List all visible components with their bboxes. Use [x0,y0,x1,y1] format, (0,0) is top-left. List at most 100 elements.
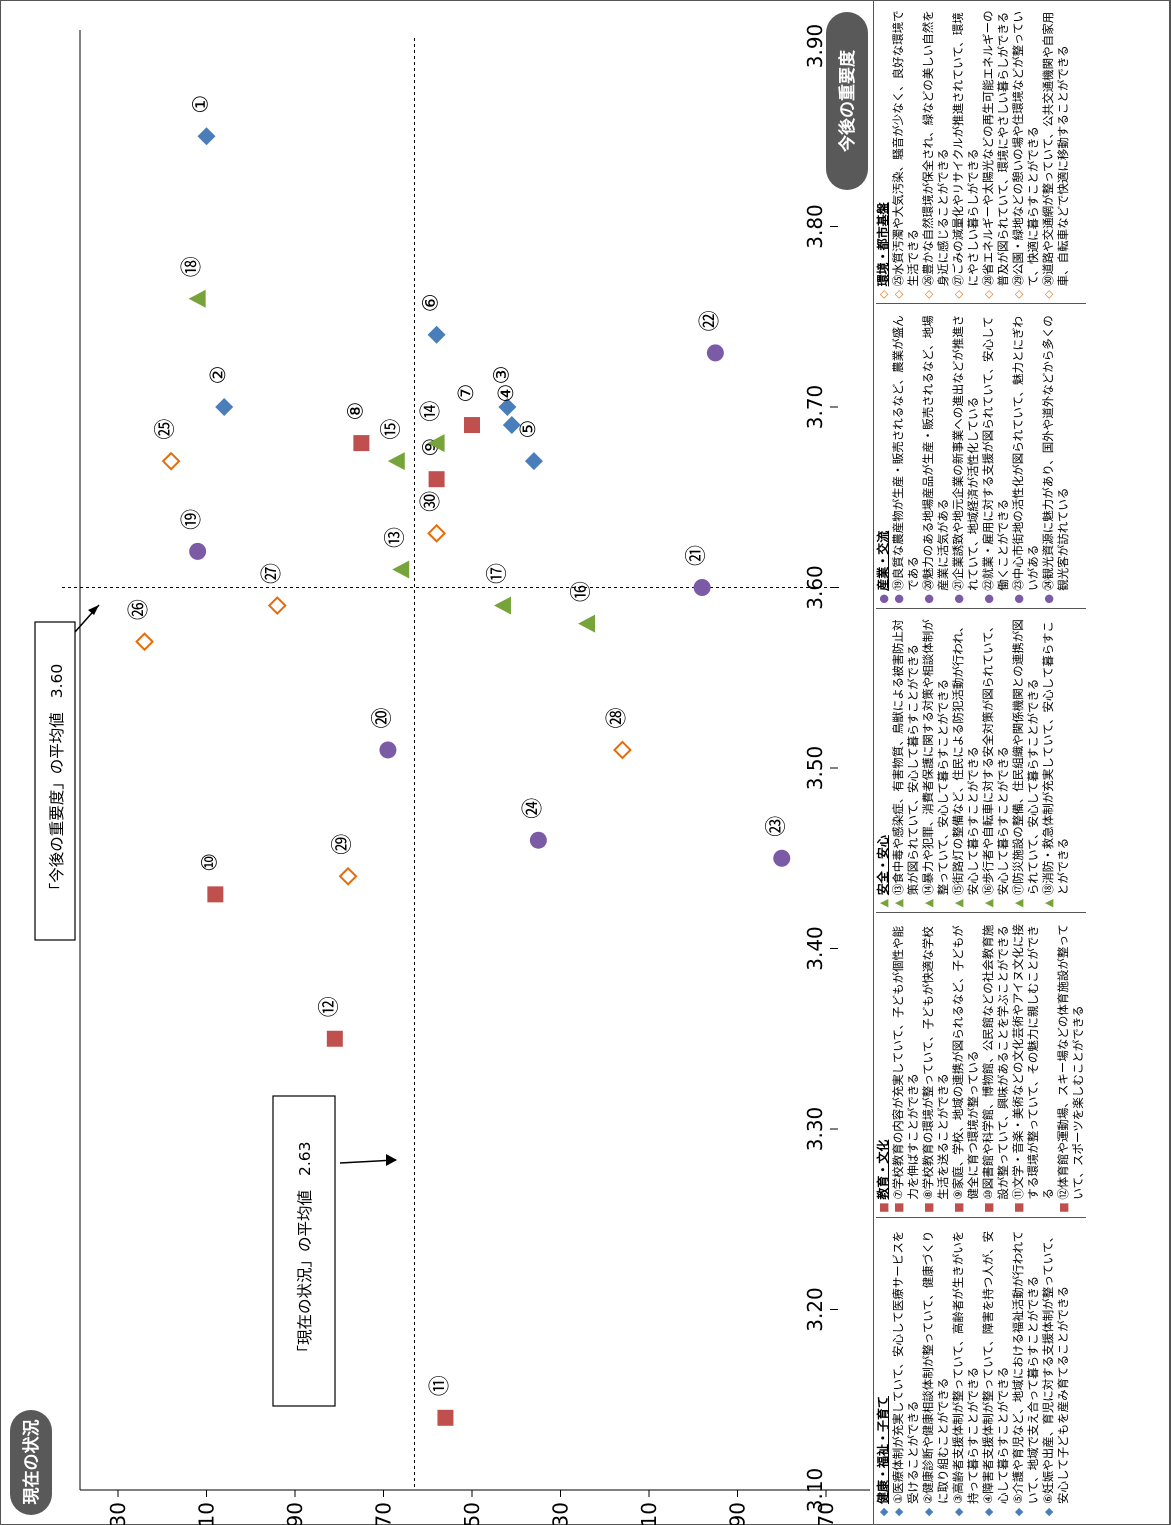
point-marker [188,289,206,308]
point-marker [693,579,711,596]
point-label: ⑰ [485,563,509,584]
point-label: ㉘ [604,707,628,728]
point-marker [161,451,181,471]
y-tick-label: 1.90 [726,1502,750,1525]
point-label: ⑬ [383,527,407,548]
point-marker [387,452,405,471]
x-tick-label: 3.10 [803,1468,827,1513]
svg-text:「今後の重要度」の平均値3.60: 「今後の重要度」の平均値 3.60 [48,664,66,899]
data-point: ④ [494,384,521,435]
x-tick-label: 3.60 [803,565,827,610]
data-point: ① [189,95,216,146]
plot-background [80,30,870,1490]
point-marker [428,471,445,488]
data-point: ㉖ [127,599,154,652]
y-tick-label: 3.30 [106,1502,130,1525]
point-label: ⑭ [419,401,443,422]
point-label: ㉗ [259,563,283,584]
data-point: ⑧ [343,402,370,452]
y-tick-label: 2.70 [372,1502,396,1525]
point-label: ② [206,366,230,385]
point-marker [267,596,287,615]
mean-y-value: 2.63 [296,1141,314,1176]
data-point: ⑫ [317,996,343,1047]
point-label: ⑮ [379,419,403,440]
data-point: ⑲ [180,509,207,560]
point-marker [135,632,154,652]
point-label: ⑲ [180,509,204,530]
point-label: ⑫ [317,996,341,1017]
data-point: ⑤ [516,420,543,471]
point-label: ⑤ [516,420,540,439]
point-label: ⑩ [197,853,221,872]
y-tick-label: 3.10 [195,1502,219,1525]
x-tick-label: 3.90 [803,24,827,69]
data-point: ② [206,366,234,416]
y-tick-label: 2.30 [549,1502,573,1525]
point-marker [207,886,224,903]
data-point: ㉑ [684,545,711,596]
point-label: ① [189,95,213,114]
point-marker [437,1409,454,1426]
x-tick-label: 3.70 [803,385,827,430]
data-point: ⑮ [379,419,405,471]
point-marker [353,435,370,452]
point-marker [578,614,596,633]
data-point: ㉓ [764,816,791,867]
data-point: ⑭ [419,401,445,453]
point-marker [427,325,446,344]
x-tick-label: 3.50 [803,746,827,791]
point-marker [498,398,517,416]
x-tick-label: 3.40 [803,926,827,971]
point-marker [379,741,397,759]
data-point: ㉔ [520,798,547,849]
y-axis-title-badge: 現在の状況 [10,1410,52,1515]
point-label: ㉔ [520,798,544,819]
x-tick-label: 3.80 [803,204,827,249]
data-point: ⑩ [197,853,224,903]
point-label: ④ [494,384,518,403]
data-point: ㉘ [604,707,632,760]
x-tick-label: 3.20 [803,1287,827,1332]
y-tick-label: 2.10 [637,1502,661,1525]
y-axis-title: 現在の状況 [21,1420,42,1505]
y-tick-label: 1.70 [814,1502,838,1525]
point-marker [529,831,547,849]
data-point: ㉕ [153,419,181,471]
data-point: ㉗ [259,563,287,615]
mean-x-value: 3.60 [48,664,66,699]
point-label: ⑪ [427,1375,451,1396]
y-tick-label: 2.50 [460,1502,484,1525]
data-point: ⑰ [485,563,511,615]
point-label: ㉕ [153,419,177,440]
data-point: ⑯ [569,581,596,633]
point-label: ⑱ [180,256,204,277]
mean-x-annotation: 「今後の重要度」の平均値 3.60 [34,604,100,941]
data-point: ㉒ [697,310,724,362]
point-marker [773,849,791,867]
point-label: ㉙ [330,834,354,855]
point-label: ㉓ [764,816,788,837]
point-label: ㉑ [684,545,708,566]
point-marker [464,417,480,434]
data-point: ⑬ [383,527,410,579]
data-point: ㉙ [330,834,358,886]
data-point: ⑦ [454,384,480,434]
data-point: ③ [489,366,517,416]
mean-y-annotation: 「現在の状況」の平均値 2.63 [272,1095,397,1407]
point-marker [392,560,410,579]
point-label: ⑥ [419,293,443,312]
point-label: ⑦ [454,384,478,403]
data-point: ⑪ [427,1375,454,1426]
point-marker [338,866,358,886]
point-label: ㉖ [127,599,151,620]
data-point: ⑳ [370,707,397,759]
point-marker [326,1030,343,1047]
point-marker [502,416,521,435]
y-tick-label: 2.90 [283,1502,307,1525]
point-label: ⑧ [343,402,367,421]
mean-x-label: 「今後の重要度」の平均値 [48,712,66,898]
point-label: ⑯ [569,581,593,602]
point-marker [524,452,543,471]
